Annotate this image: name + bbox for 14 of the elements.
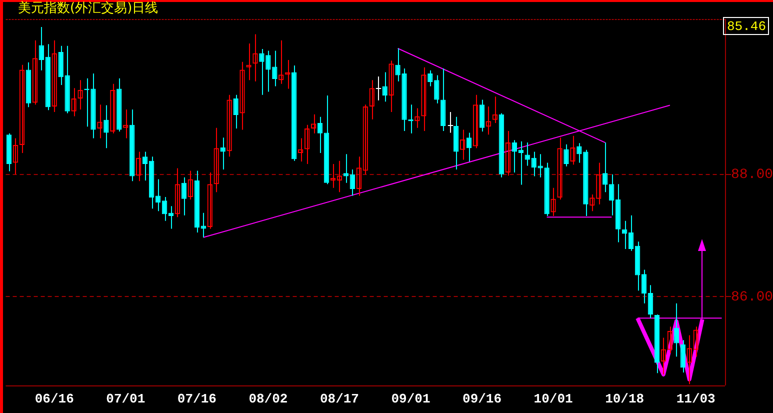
chart-title: 美元指数(外汇交易)日线 [18,0,158,17]
x-tick-label: 10/18 [605,391,644,406]
x-tick-label: 08/02 [248,391,288,406]
x-tick-label: 08/17 [320,391,359,406]
x-tick-label: 07/01 [106,391,146,406]
y-tick-label: 86.00 [731,289,773,306]
x-tick-label: 09/16 [462,391,502,406]
x-tick-label: 11/03 [676,391,716,406]
y-tick-label: 88.00 [731,167,773,184]
x-tick-label: 10/01 [534,391,573,406]
x-tick-label: 07/16 [177,391,217,406]
text: 85.46 [723,17,769,35]
x-tick-label: 09/01 [391,391,430,406]
x-tick-label: 06/16 [34,391,74,406]
